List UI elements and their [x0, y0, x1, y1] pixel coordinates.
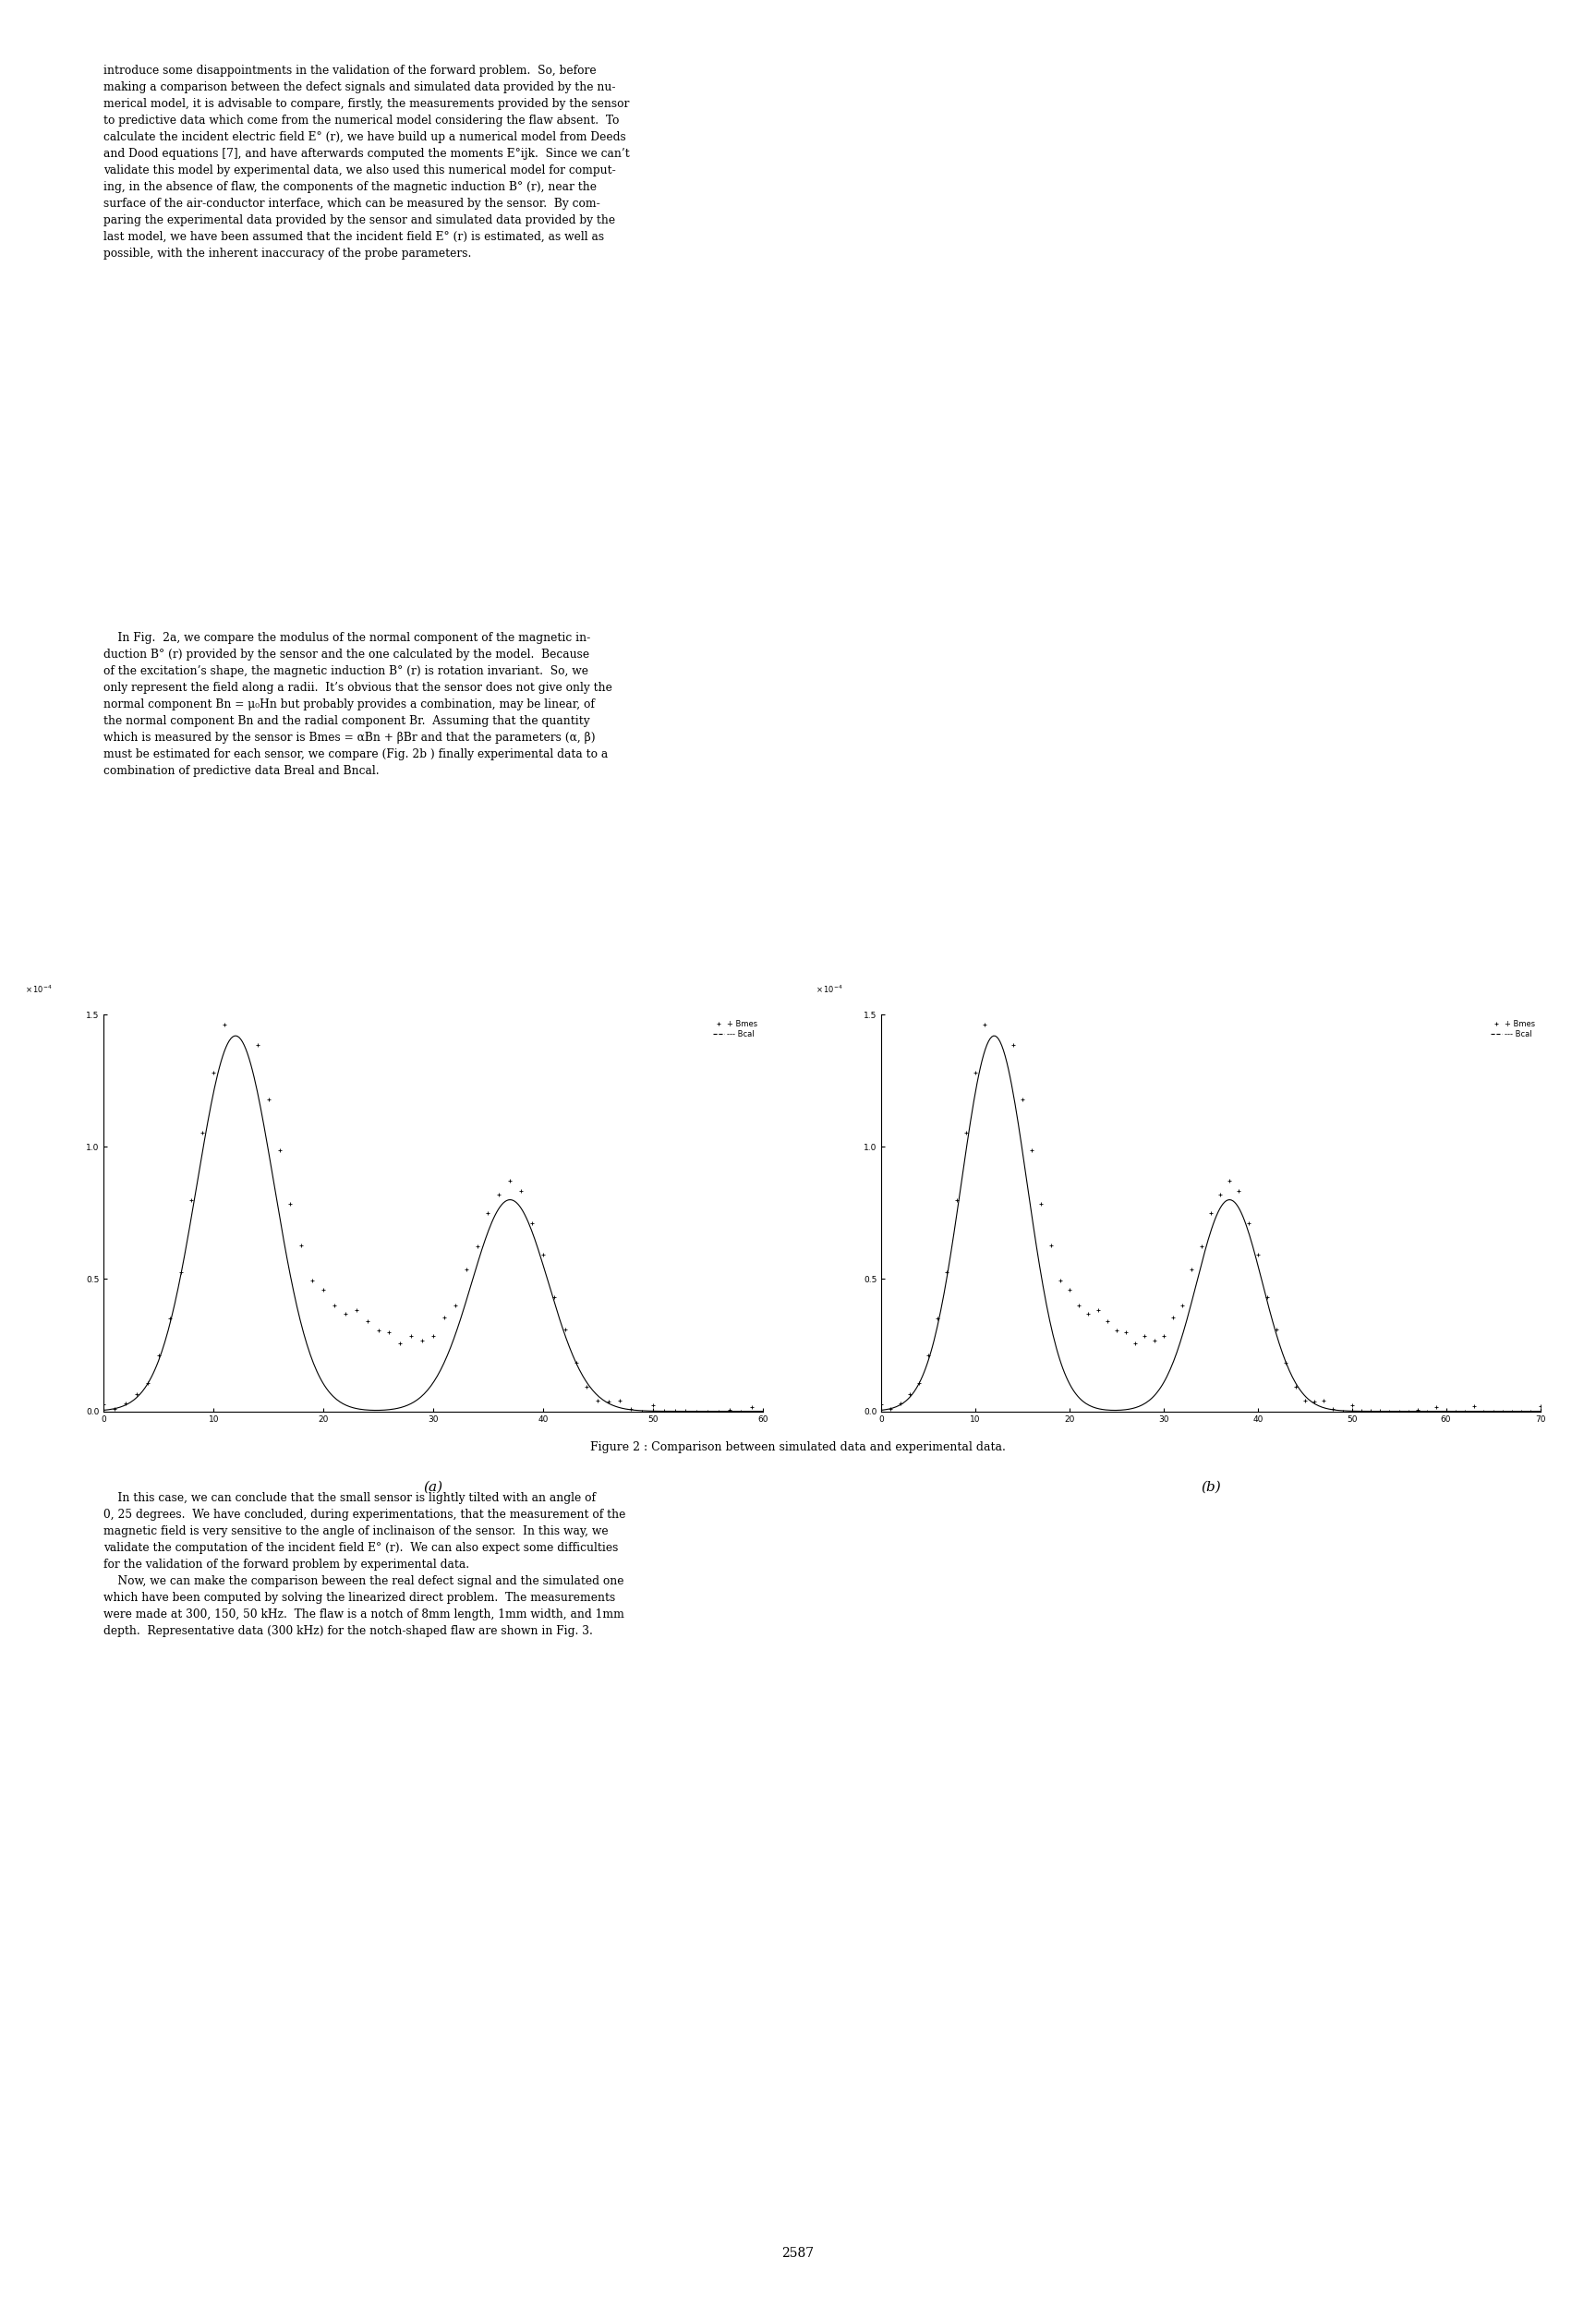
Text: $\times\,10^{-4}$: $\times\,10^{-4}$	[24, 982, 53, 994]
Line: Bcal: Bcal	[881, 1035, 1540, 1411]
+ Bmes	[871, 1391, 891, 1418]
+ Bmes	[1511, 1397, 1531, 1425]
+ Bmes	[227, 987, 246, 1015]
Line: Bcal: Bcal	[104, 1035, 763, 1411]
+ Bmes	[1531, 1393, 1550, 1420]
Text: Figure 2 : Comparison between simulated data and experimental data.: Figure 2 : Comparison between simulated …	[591, 1441, 1005, 1453]
Bcal	[575, 1365, 594, 1393]
+ Bmes	[501, 1167, 520, 1195]
Bcal	[94, 1397, 113, 1425]
Bcal	[358, 1395, 377, 1423]
Bcal	[985, 1022, 1004, 1049]
Bcal	[753, 1397, 772, 1425]
+ Bmes	[891, 1391, 910, 1418]
+ Bmes	[985, 987, 1004, 1015]
Bcal	[1349, 1397, 1368, 1425]
+ Bmes	[688, 1397, 707, 1425]
Bcal	[1531, 1397, 1550, 1425]
+ Bmes	[1333, 1397, 1352, 1425]
Legend: + Bmes, --- Bcal: + Bmes, --- Bcal	[712, 1019, 758, 1040]
+ Bmes	[335, 1301, 354, 1328]
+ Bmes	[632, 1397, 651, 1425]
Bcal	[227, 1022, 246, 1049]
Text: $\times\,10^{-4}$: $\times\,10^{-4}$	[816, 982, 843, 994]
Bcal	[1288, 1372, 1307, 1400]
+ Bmes	[236, 996, 255, 1024]
Legend: + Bmes, --- Bcal: + Bmes, --- Bcal	[1489, 1019, 1537, 1040]
Bcal	[1135, 1391, 1154, 1418]
+ Bmes	[966, 1058, 985, 1086]
Bcal	[1088, 1395, 1108, 1423]
+ Bmes	[1484, 1397, 1503, 1425]
Bcal	[871, 1397, 891, 1425]
Line: + Bmes: + Bmes	[879, 998, 1542, 1414]
Bcal	[951, 1174, 970, 1201]
Text: In Fig.  2a, we compare the modulus of the normal component of the magnetic in-
: In Fig. 2a, we compare the modulus of th…	[104, 632, 613, 777]
Text: (a): (a)	[423, 1480, 444, 1494]
+ Bmes	[753, 1397, 772, 1425]
+ Bmes	[456, 1257, 476, 1284]
+ Bmes	[94, 1391, 113, 1418]
+ Bmes	[1277, 1349, 1296, 1377]
+ Bmes	[1202, 1199, 1221, 1227]
+ Bmes	[259, 1086, 278, 1114]
Bcal	[174, 1250, 193, 1278]
Text: In this case, we can conclude that the small sensor is lightly tilted with an an: In this case, we can conclude that the s…	[104, 1492, 626, 1637]
Bcal	[511, 1192, 530, 1220]
Text: introduce some disappointments in the validation of the forward problem.  So, be: introduce some disappointments in the va…	[104, 65, 630, 261]
Line: + Bmes: + Bmes	[102, 998, 764, 1414]
Text: (b): (b)	[1200, 1480, 1221, 1494]
Text: 2587: 2587	[782, 2246, 814, 2260]
Bcal	[1352, 1397, 1371, 1425]
Bcal	[571, 1358, 591, 1386]
Bcal	[311, 1365, 330, 1393]
